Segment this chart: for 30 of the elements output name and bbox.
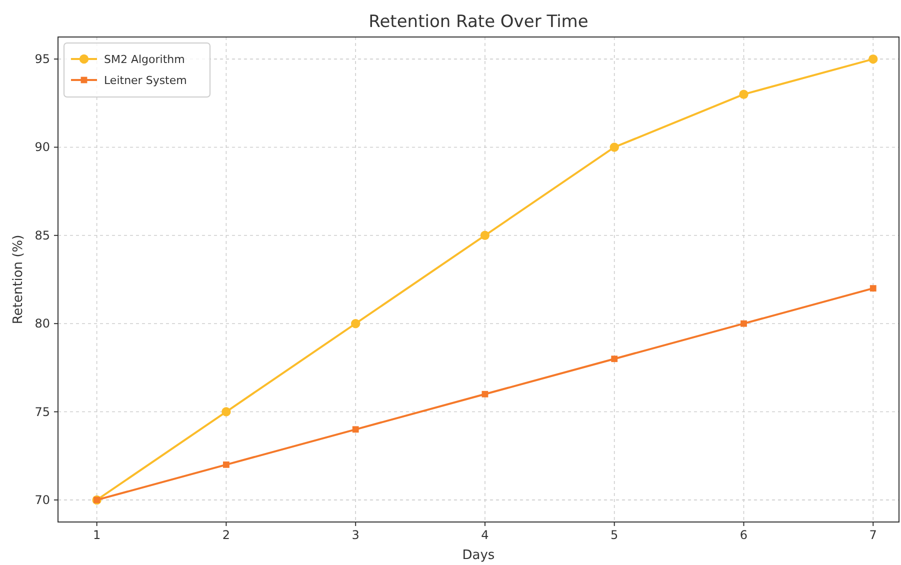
x-tick-label: 7: [869, 528, 877, 542]
point: [222, 407, 231, 416]
x-axis-title: Days: [462, 548, 495, 563]
point: [352, 426, 359, 433]
y-tick-label: 85: [34, 228, 50, 242]
point: [480, 230, 490, 240]
x-tick-label: 5: [610, 528, 618, 542]
point: [868, 54, 878, 64]
point: [350, 318, 360, 328]
y-axis-title: Retention (%): [11, 234, 26, 324]
point: [223, 461, 230, 468]
chart-title: Retention Rate Over Time: [368, 12, 588, 32]
point: [740, 320, 747, 327]
x-tick-label: 6: [740, 528, 748, 542]
y-tick-label: 75: [34, 404, 50, 419]
y-tick-label: 90: [34, 140, 50, 154]
y-tick-label: 95: [34, 52, 50, 66]
x-tick-label: 2: [222, 528, 230, 542]
point: [611, 356, 618, 362]
y-tick-label: 80: [34, 316, 50, 331]
x-tick-label: 1: [92, 528, 101, 542]
point: [739, 90, 748, 99]
x-tick-label: 4: [481, 528, 489, 542]
y-tick-label: 70: [34, 492, 50, 507]
legend-label: Leitner System: [104, 74, 187, 87]
point: [482, 390, 488, 398]
point: [870, 285, 876, 292]
point: [610, 142, 619, 152]
x-tick-label: 3: [352, 528, 360, 542]
legend-label: SM2 Algorithm: [104, 53, 185, 66]
